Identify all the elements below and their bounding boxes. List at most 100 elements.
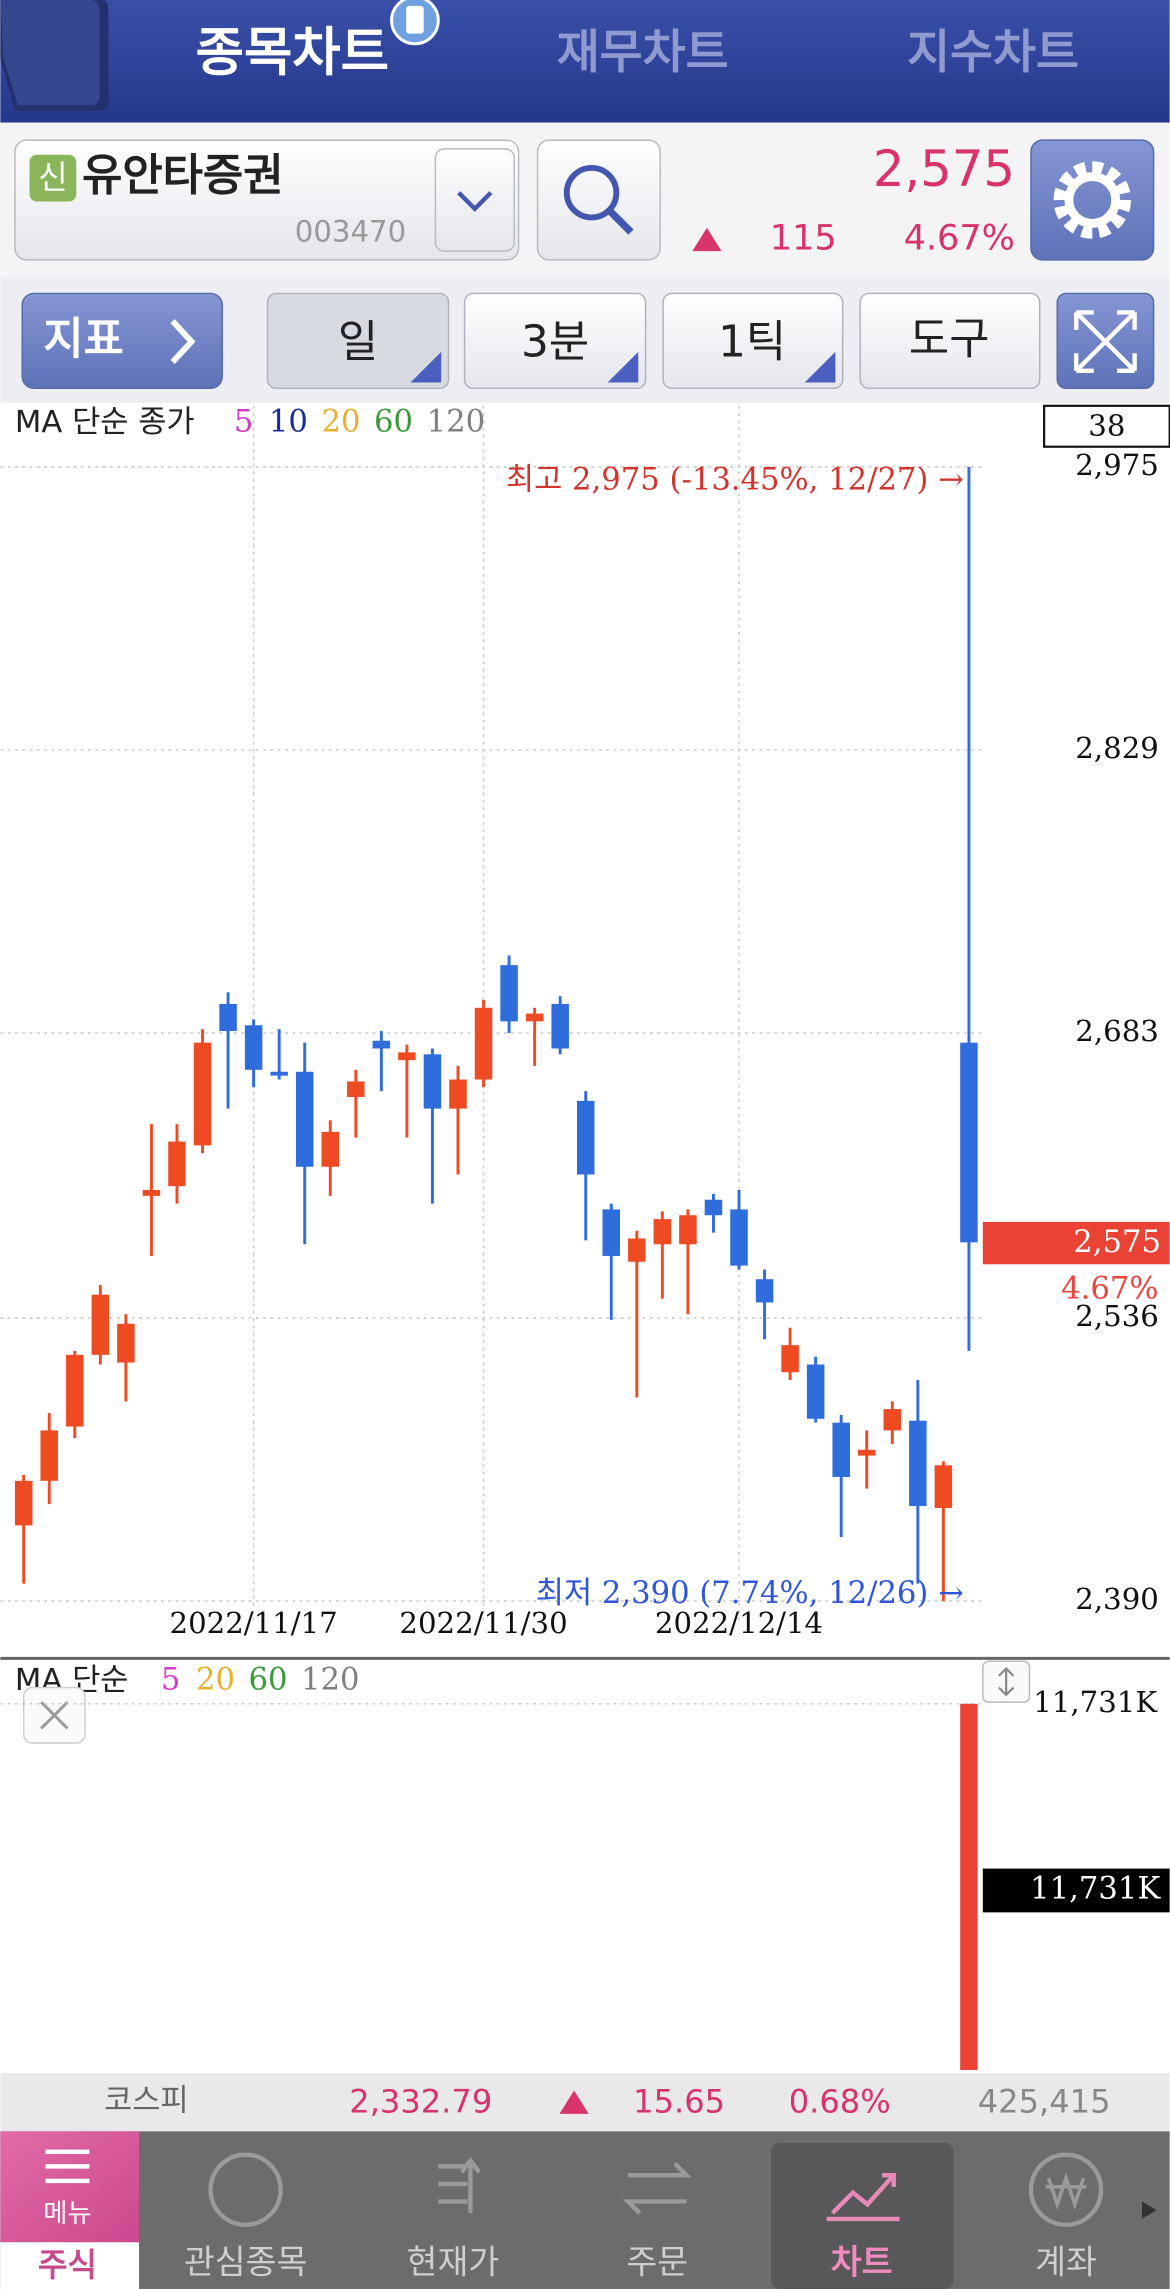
- candle-body: [347, 1081, 365, 1097]
- settings-button[interactable]: [1030, 139, 1155, 261]
- candle-body: [500, 965, 518, 1022]
- indicator-label: 지표: [43, 314, 124, 365]
- market-volume: 425,415: [978, 2083, 1111, 2121]
- nav-item[interactable]: 주문: [626, 2243, 688, 2282]
- candle-body: [628, 1238, 646, 1262]
- tab[interactable]: 종목차트: [196, 22, 389, 83]
- dropdown-icon: [457, 191, 493, 212]
- candle-body: [755, 1279, 774, 1303]
- candle-body: [168, 1141, 186, 1187]
- nav-item[interactable]: 차트: [831, 2243, 893, 2282]
- search-icon: [563, 164, 620, 221]
- y-tick-label: 2,829: [1075, 731, 1159, 765]
- gear-icon: [1064, 172, 1121, 228]
- period-button[interactable]: [266, 292, 450, 390]
- market-change: 15.65: [633, 2083, 725, 2121]
- price-tag-change: 4.67%: [1061, 1272, 1158, 1307]
- stock-name: 유안타증권: [82, 150, 283, 201]
- legend-entry: 120: [301, 1663, 359, 1698]
- candle-body: [551, 1003, 569, 1049]
- minute-label: 3분: [521, 317, 589, 368]
- price-tag-label: 2,575: [1073, 1225, 1161, 1260]
- nav-icon: [622, 2161, 692, 2215]
- x-tick-label: 2022/11/17: [170, 1606, 338, 1640]
- tick-button[interactable]: [662, 292, 844, 390]
- minute-button[interactable]: [463, 292, 647, 390]
- tab[interactable]: 재무차트: [557, 26, 729, 80]
- candle-body: [806, 1364, 825, 1419]
- candle-body: [270, 1071, 288, 1076]
- candle-body: [66, 1354, 84, 1427]
- indicator-button[interactable]: [21, 292, 223, 390]
- candle-body: [525, 1013, 544, 1022]
- current-price: 2,575: [873, 140, 1015, 198]
- candle-body: [602, 1209, 621, 1256]
- candle-body: [909, 1420, 927, 1507]
- up-arrow: [559, 2090, 589, 2114]
- nav-icon: [826, 2172, 900, 2222]
- count-box: [1043, 404, 1170, 448]
- candle-body: [730, 1209, 748, 1266]
- candle-body: [244, 1025, 263, 1070]
- candle-body: [117, 1323, 135, 1363]
- plots: 2,390 2,536 2,683 2,829 2,975 2022/11/17 2022/…: [0, 404, 1170, 2071]
- y-tick-label: 2,683: [1075, 1014, 1159, 1048]
- candle-body: [960, 1042, 978, 1243]
- legend-entry: 60: [249, 1663, 288, 1698]
- candle-body: [576, 1100, 595, 1175]
- tools-label: 도구: [909, 314, 990, 365]
- nav-more[interactable]: [1141, 2201, 1157, 2219]
- y-tick-label: 2,536: [1075, 1299, 1159, 1333]
- candle-count: 38: [1088, 409, 1125, 443]
- candle-body: [704, 1199, 723, 1216]
- nav-item[interactable]: 계좌: [1035, 2243, 1097, 2282]
- close-icon: [40, 1701, 69, 1730]
- volume-tag: [982, 1868, 1170, 1913]
- candle-body: [142, 1190, 161, 1196]
- corner-mark: [410, 351, 442, 383]
- candle-body: [883, 1409, 902, 1431]
- nav-item[interactable]: 현재가: [407, 2243, 500, 2282]
- x-tick-label: 2022/11/30: [399, 1606, 567, 1640]
- menu-icon: [45, 2149, 90, 2184]
- nav-item[interactable]: 관심종목: [184, 2243, 308, 2282]
- candle-body: [781, 1345, 799, 1373]
- header-bar: [0, 0, 1170, 123]
- candle-body: [321, 1131, 340, 1167]
- search-button[interactable]: [536, 139, 661, 261]
- stock-selector[interactable]: [14, 139, 520, 261]
- corner-mark: [804, 351, 836, 383]
- corner-mark: [607, 351, 639, 383]
- legend-entry: 20: [322, 404, 361, 439]
- candle-body: [219, 1003, 237, 1032]
- legend-title: MA 단순 종가: [15, 405, 195, 440]
- tab[interactable]: 지수차트: [907, 26, 1079, 80]
- y-tick-label: 2,390: [1075, 1582, 1159, 1616]
- annotation: 최저 2,390 (7.74%, 12/26) →: [536, 1576, 964, 1611]
- market-change-pct: 0.68%: [789, 2083, 891, 2121]
- annotation: 최고 2,975 (-13.45%, 12/27) →: [506, 463, 964, 498]
- x-tick-label: 2022/12/14: [655, 1606, 823, 1640]
- market-name: 코스피: [104, 2084, 189, 2119]
- nav-icon: [208, 2152, 283, 2227]
- resize-icon: [998, 1667, 1015, 1697]
- nav-icon: [438, 2156, 481, 2214]
- candle-body: [14, 1480, 33, 1526]
- price-change-pct: 4.67%: [904, 217, 1015, 258]
- period-label: 일: [338, 317, 378, 368]
- volume-tag-label: 11,731K: [1030, 1871, 1161, 1906]
- nav-icon: [1028, 2152, 1104, 2227]
- y-tick-label: 2,975: [1075, 448, 1159, 482]
- legend-entry: 5: [234, 404, 254, 439]
- badge: 신: [38, 159, 68, 197]
- tools-button[interactable]: [859, 292, 1041, 390]
- tab-badge-phone: [406, 5, 424, 34]
- dropdown-button[interactable]: [434, 148, 515, 252]
- candle-body: [193, 1042, 212, 1146]
- candle-body: [679, 1215, 697, 1245]
- candle-body: [372, 1040, 391, 1049]
- expand-icon: [1074, 310, 1137, 373]
- legend-entry: 120: [427, 404, 485, 439]
